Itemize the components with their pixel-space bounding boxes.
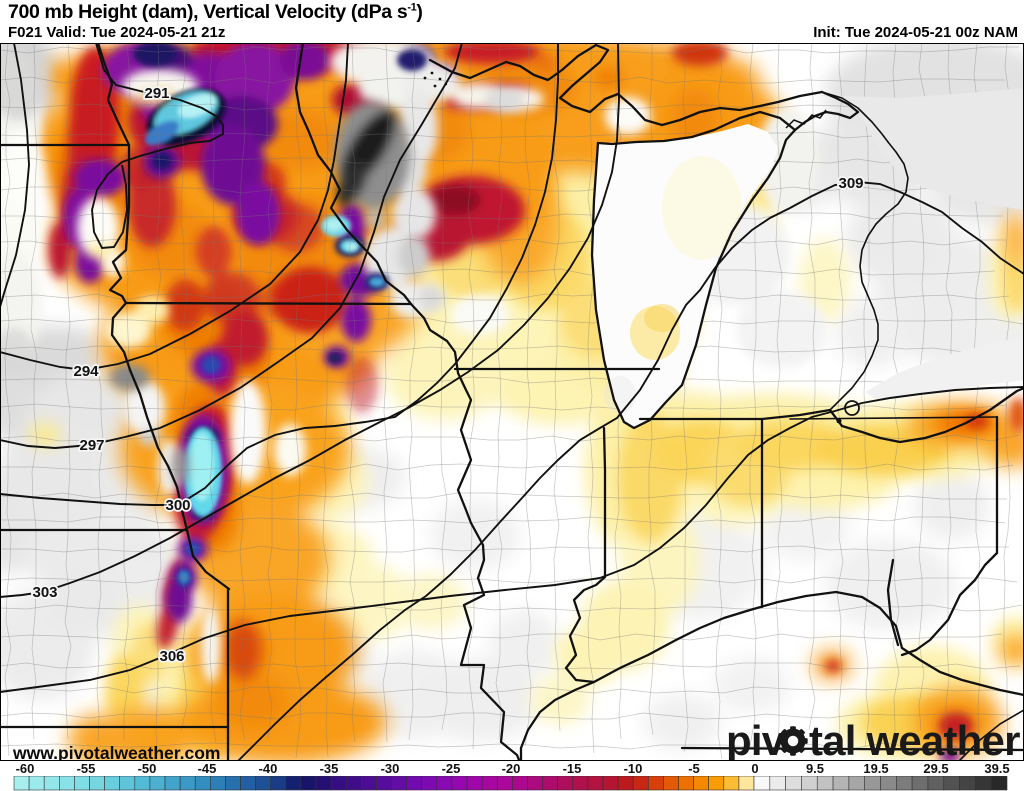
svg-text:297: 297 [79, 437, 104, 454]
svg-text:tal weather: tal weather [809, 717, 1020, 761]
svg-text:294: 294 [73, 363, 99, 380]
svg-text:291: 291 [144, 85, 169, 102]
svg-text:306: 306 [159, 648, 184, 665]
svg-text:300: 300 [165, 497, 190, 514]
svg-text:www.pivotalweather.com: www.pivotalweather.com [12, 743, 220, 761]
svg-text:piv: piv [726, 717, 786, 761]
svg-text:309: 309 [838, 175, 863, 192]
svg-text:303: 303 [32, 584, 57, 601]
